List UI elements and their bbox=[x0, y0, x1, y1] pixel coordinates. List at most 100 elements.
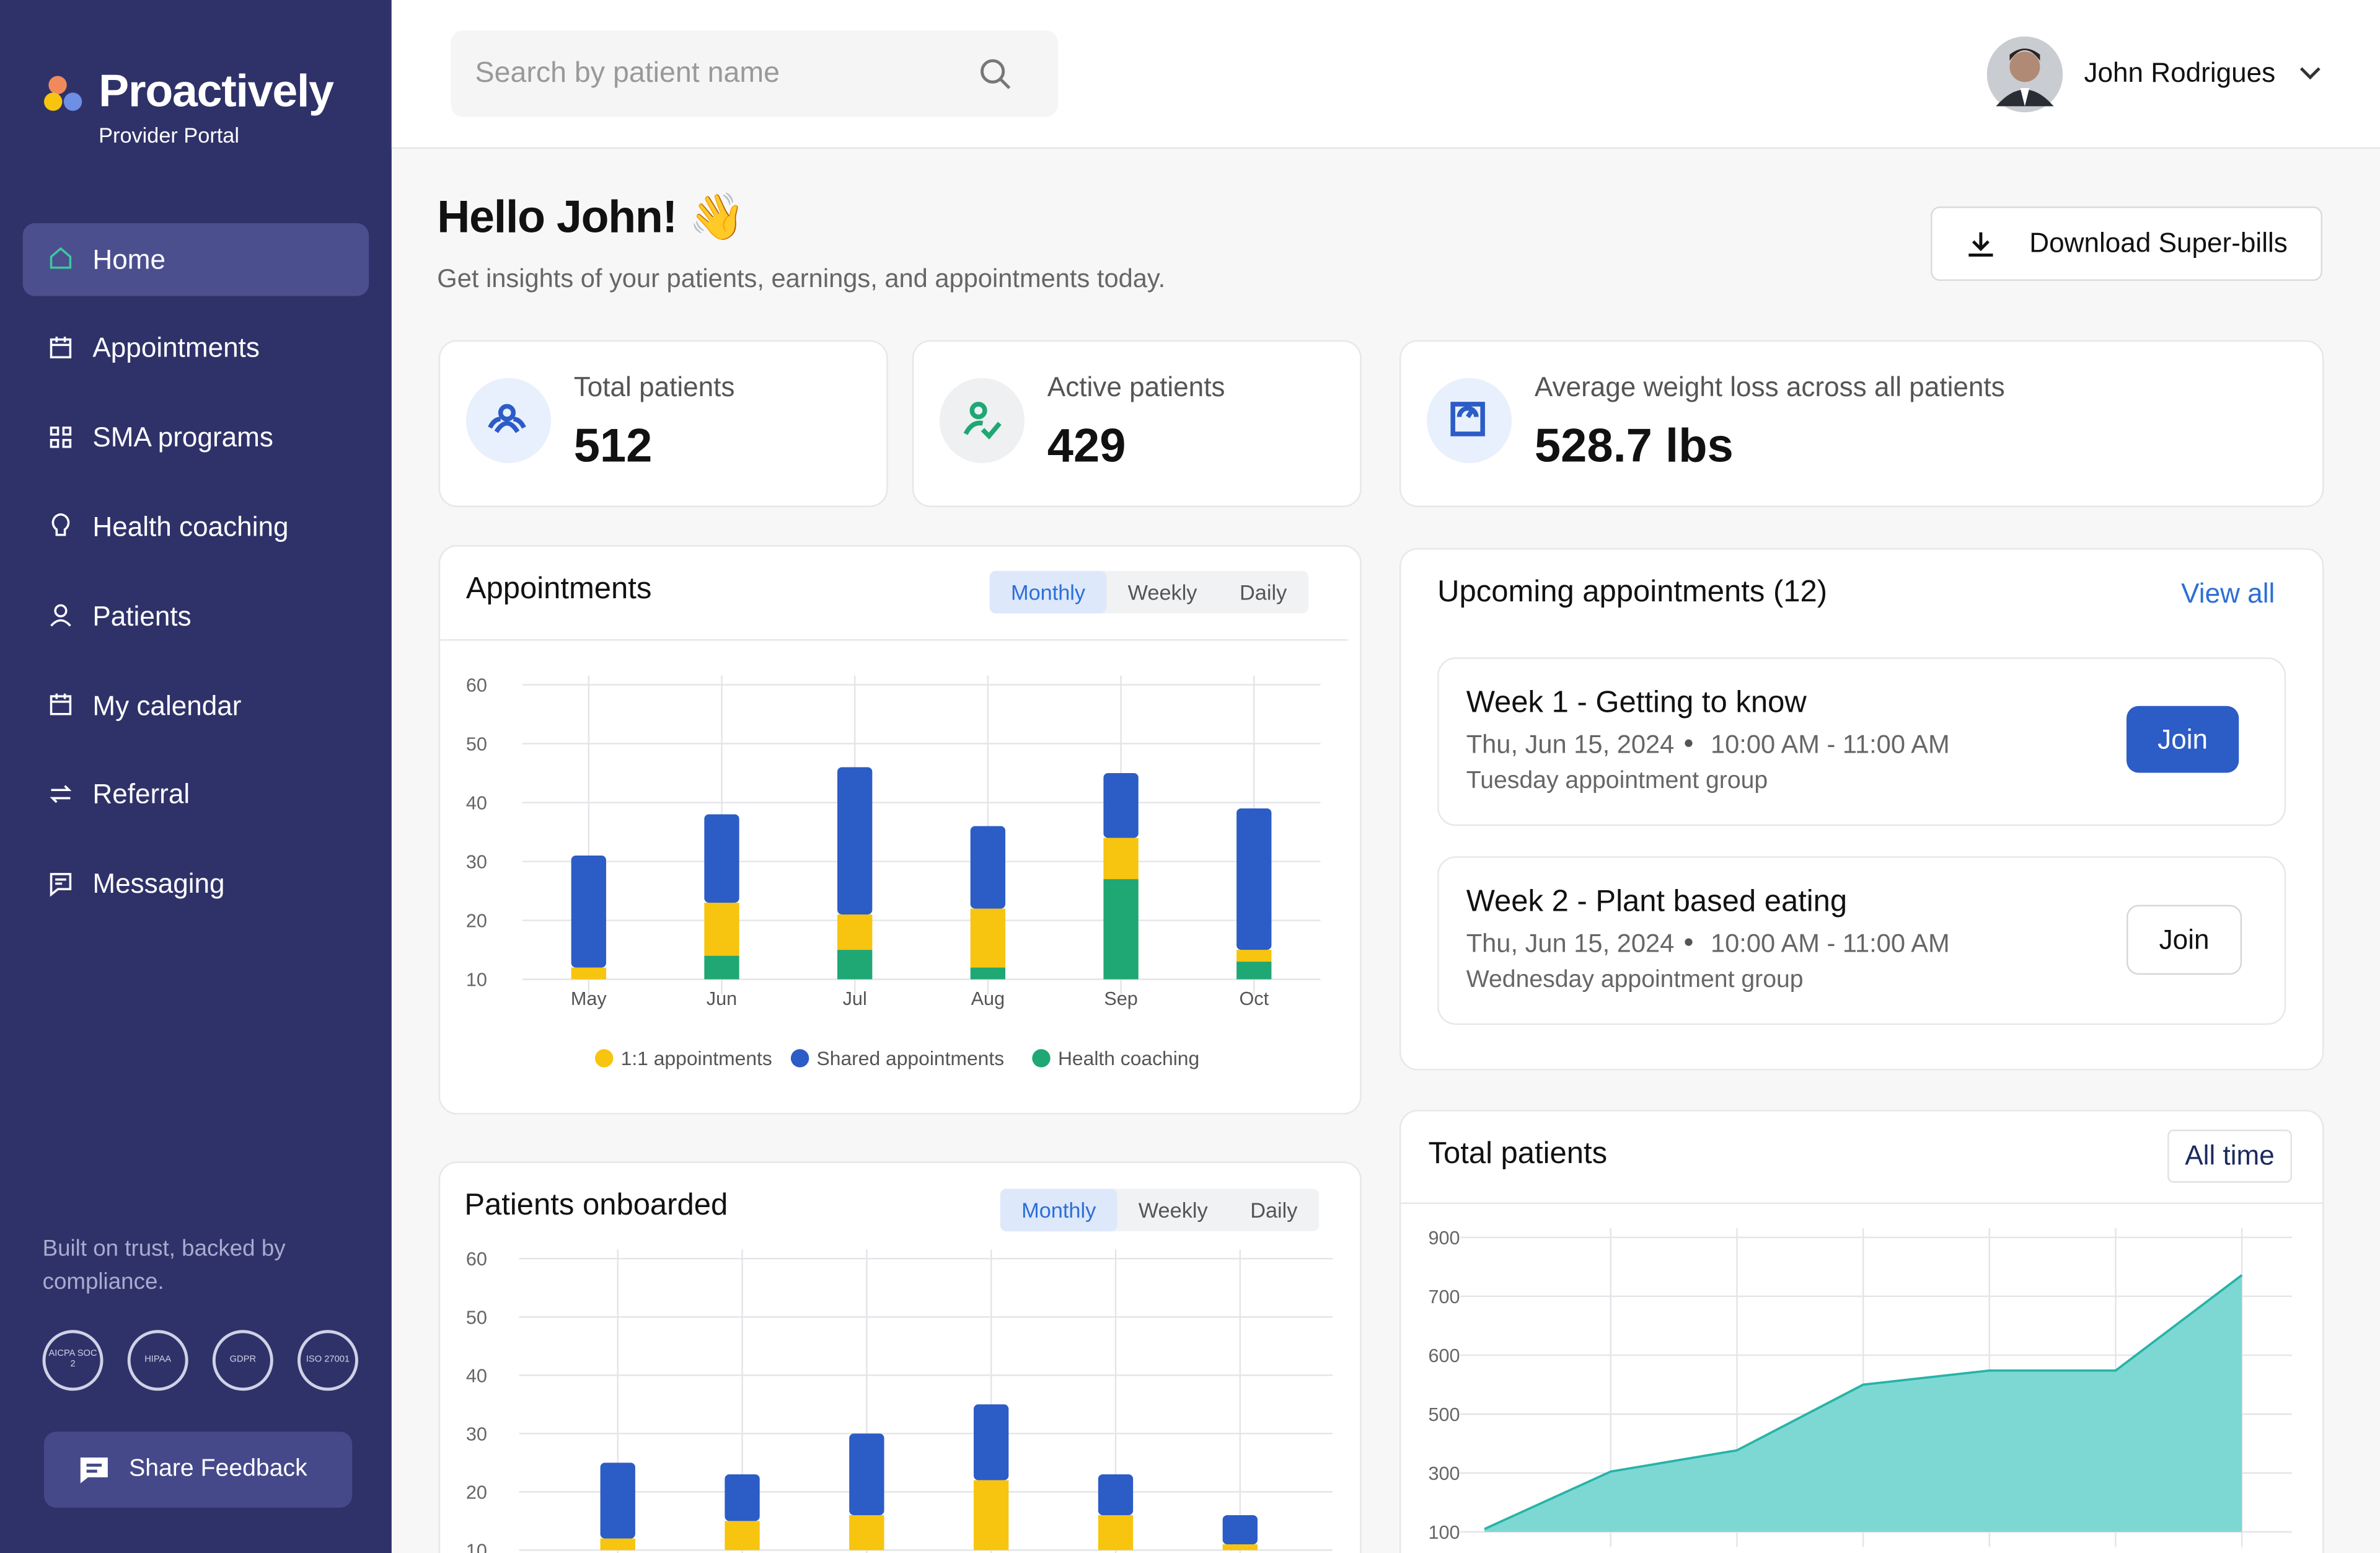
nav-item[interactable]: Patients bbox=[23, 580, 369, 653]
bar-segment bbox=[725, 1474, 760, 1521]
chart-title: Appointments bbox=[465, 572, 652, 606]
nav-label: My calendar bbox=[92, 690, 242, 721]
join-button[interactable]: Join bbox=[2127, 905, 2242, 975]
user-avatar[interactable] bbox=[1986, 36, 2063, 113]
badge-text: GDPR bbox=[229, 1355, 257, 1365]
period-tab[interactable]: Daily bbox=[1240, 580, 1287, 604]
area-fill bbox=[1484, 1275, 2242, 1533]
bar-segment bbox=[970, 967, 1006, 980]
nav-icon bbox=[50, 784, 72, 803]
user-menu-caret[interactable] bbox=[2298, 64, 2322, 82]
download-button[interactable]: Download Super-bills bbox=[1931, 206, 2322, 281]
stat-card bbox=[912, 340, 1362, 507]
bar-segment bbox=[1236, 962, 1272, 980]
bar-segment bbox=[1222, 1515, 1258, 1545]
stat-icon bbox=[1427, 378, 1512, 463]
x-tick-label: Jun bbox=[707, 988, 737, 1009]
bar-segment bbox=[1103, 879, 1139, 980]
y-tick-label: 50 bbox=[466, 734, 487, 755]
greeting-title: Hello John! 👋 bbox=[437, 193, 745, 243]
bar-segment bbox=[571, 856, 606, 968]
separator-dot bbox=[1685, 938, 1693, 946]
bar-segment bbox=[1222, 1544, 1258, 1551]
bar-segment bbox=[974, 1480, 1009, 1551]
download-icon bbox=[1968, 231, 1993, 256]
legend-swatch bbox=[790, 1049, 809, 1068]
logo-mark bbox=[44, 76, 82, 111]
compliance-badge: AICPA SOC 2 bbox=[42, 1330, 104, 1391]
nav-item[interactable]: My calendar bbox=[23, 670, 369, 743]
nav-icon bbox=[51, 513, 70, 537]
join-button[interactable]: Join bbox=[2127, 706, 2239, 773]
area-line bbox=[1484, 1274, 2243, 1530]
bar-segment bbox=[600, 1462, 635, 1539]
search-box[interactable]: Search by patient name bbox=[451, 30, 1058, 117]
period-tab[interactable]: Weekly bbox=[1127, 580, 1197, 604]
stat-value: 528.7 lbs bbox=[1534, 418, 1734, 472]
y-tick-label: 100 bbox=[1428, 1522, 1460, 1543]
stat-glyph bbox=[963, 402, 1002, 440]
nav-item[interactable]: Appointments bbox=[23, 312, 369, 386]
x-tick-label: Oct bbox=[1239, 988, 1269, 1009]
period-tab[interactable]: Daily bbox=[1250, 1198, 1298, 1223]
bar-segment bbox=[1098, 1474, 1134, 1515]
nav-icon bbox=[50, 604, 71, 627]
nav-label: Referral bbox=[92, 779, 190, 810]
filter-button[interactable]: All time bbox=[2167, 1130, 2292, 1183]
y-tick-label: 60 bbox=[466, 1249, 487, 1270]
compliance-badge: ISO 27001 bbox=[298, 1330, 358, 1391]
feedback-label: Share Feedback bbox=[129, 1456, 307, 1482]
period-tab[interactable]: Monthly bbox=[989, 570, 1107, 614]
bar-segment bbox=[704, 814, 739, 903]
appointment-title: Week 2 - Plant based eating bbox=[1466, 885, 1848, 919]
upcoming-title: Upcoming appointments (12) bbox=[1437, 575, 1828, 609]
bar-segment bbox=[837, 767, 873, 915]
search-placeholder: Search by patient name bbox=[475, 56, 780, 89]
nav-item[interactable]: Health coaching bbox=[23, 491, 369, 564]
separator-dot bbox=[1685, 739, 1693, 747]
chart-title: Total patients bbox=[1428, 1137, 1608, 1171]
nav-label: Messaging bbox=[92, 869, 225, 900]
divider bbox=[1401, 1202, 2322, 1205]
bar-segment bbox=[970, 826, 1006, 909]
nav-item[interactable]: SMA programs bbox=[23, 402, 369, 475]
brand-name: Proactively bbox=[99, 66, 334, 117]
bar-segment bbox=[1098, 1515, 1134, 1551]
nav-item[interactable]: Referral bbox=[23, 759, 369, 832]
bar-segment bbox=[1236, 950, 1272, 962]
appointment-group: Tuesday appointment group bbox=[1466, 768, 1768, 794]
view-all-link[interactable]: View all bbox=[2181, 578, 2275, 609]
y-tick-label: 60 bbox=[466, 675, 487, 696]
search-icon bbox=[981, 58, 1011, 89]
appointment-title: Week 1 - Getting to know bbox=[1466, 686, 1807, 720]
greeting-subtitle: Get insights of your patients, earnings,… bbox=[437, 264, 1166, 293]
stat-label: Average weight loss across all patients bbox=[1534, 372, 2005, 402]
bar-segment bbox=[571, 967, 606, 980]
legend-swatch bbox=[595, 1049, 614, 1068]
y-tick-label: 10 bbox=[466, 970, 487, 991]
compliance-badge: GDPR bbox=[212, 1330, 273, 1391]
bar-segment bbox=[970, 908, 1006, 968]
nav-icon bbox=[50, 872, 72, 896]
legend-label: Shared appointments bbox=[817, 1047, 1005, 1069]
nav-label: Health coaching bbox=[92, 511, 289, 542]
nav-label: Appointments bbox=[92, 333, 260, 364]
bar-segment bbox=[600, 1538, 635, 1551]
y-tick-label: 600 bbox=[1428, 1345, 1460, 1366]
sidebar: Proactively Provider Portal Home Appointm… bbox=[0, 0, 392, 1553]
period-tab[interactable]: Monthly bbox=[1000, 1188, 1117, 1232]
badge-text: HIPAA bbox=[144, 1355, 172, 1365]
nav-item[interactable]: Home bbox=[22, 223, 369, 296]
legend-label: 1:1 appointments bbox=[621, 1047, 772, 1069]
period-tab[interactable]: Weekly bbox=[1138, 1198, 1208, 1223]
stat-icon bbox=[939, 378, 1025, 463]
compliance-badge: HIPAA bbox=[127, 1330, 188, 1391]
share-feedback-button[interactable]: Share Feedback bbox=[44, 1431, 353, 1508]
x-tick-label: Aug bbox=[971, 988, 1005, 1009]
y-tick-label: 50 bbox=[466, 1307, 487, 1328]
nav-item[interactable]: Messaging bbox=[23, 848, 369, 921]
period-tabs: Monthly Weekly Daily bbox=[989, 570, 1308, 614]
